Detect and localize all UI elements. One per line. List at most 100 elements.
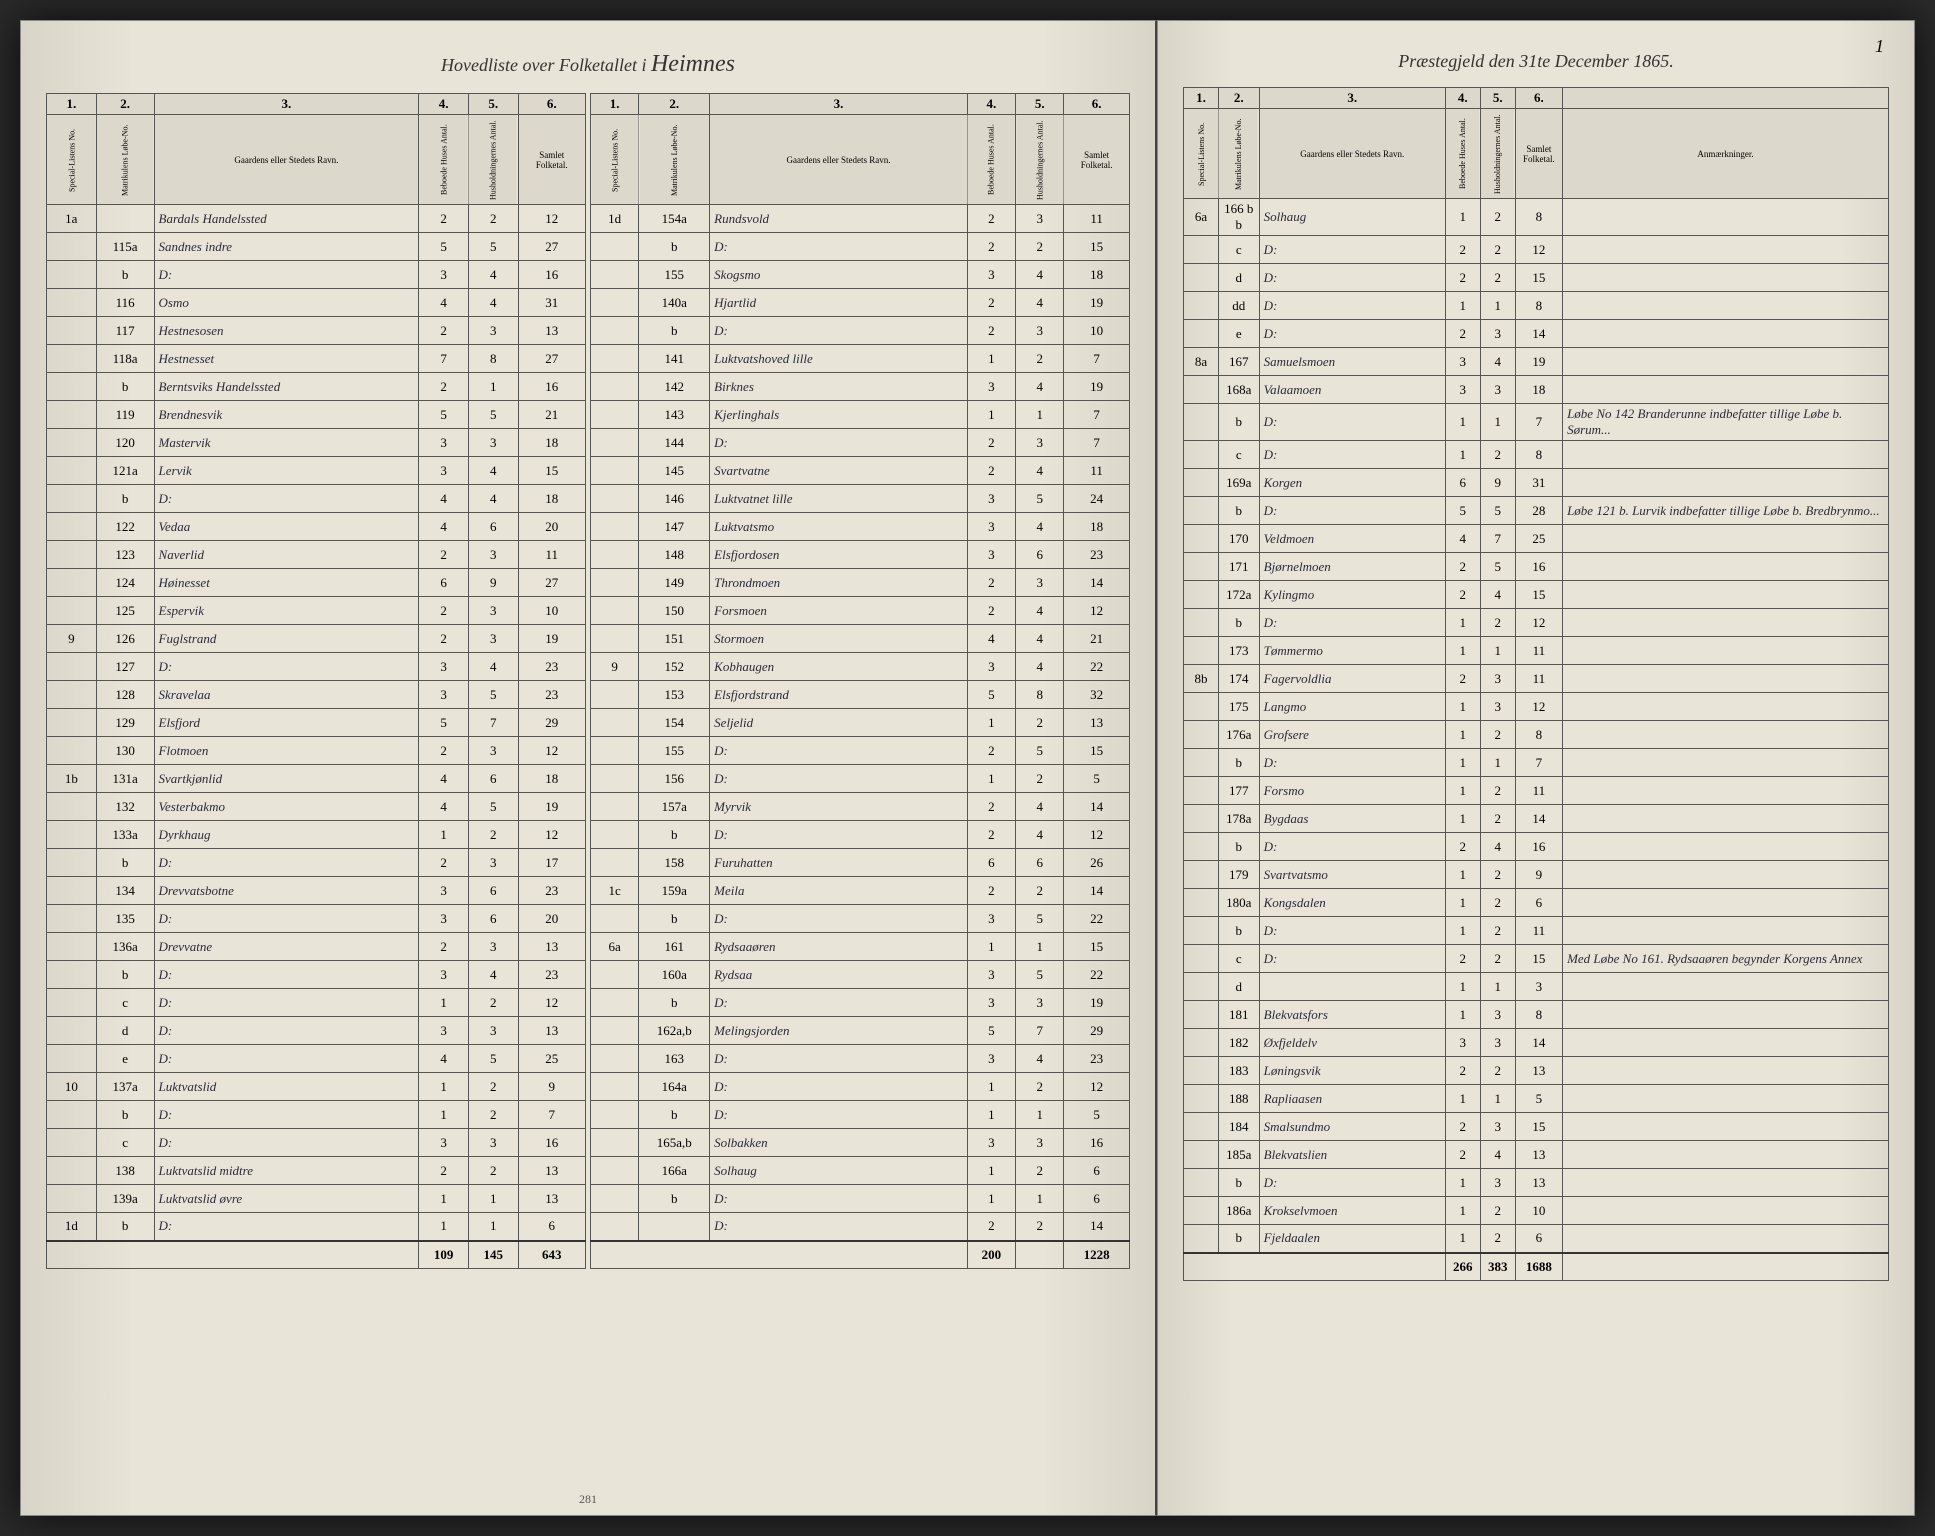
table-row: 9152Kobhaugen3422 [591, 653, 1130, 681]
table-row: 155D:2515 [591, 737, 1130, 765]
totals-row: 200 1228 [591, 1241, 1130, 1269]
table-row: 118aHestnesset7827 [47, 345, 586, 373]
table-row: bD:3416 [47, 261, 586, 289]
table-row: 132Vesterbakmo4519 [47, 793, 586, 821]
census-book: Hovedliste over Folketallet i Heimnes 1.… [20, 20, 1915, 1516]
table-row: 123Naverlid2311 [47, 541, 586, 569]
table-row: 146Luktvatnet lille3524 [591, 485, 1130, 513]
table-row: bD:3319 [591, 989, 1130, 1017]
table-row: bD:2215 [591, 233, 1130, 261]
table-row: 125Espervik2310 [47, 597, 586, 625]
table-row: cD:2212 [1184, 236, 1889, 264]
table-row: ddD:118 [1184, 292, 1889, 320]
total-c4: 109 [419, 1241, 469, 1269]
col-6-num: 6. [518, 94, 585, 115]
header-suffix: Præstegjeld den 31te December 1865. [1398, 51, 1673, 71]
table-row: 176aGrofsere128 [1184, 721, 1889, 749]
table-row: bD:2317 [47, 849, 586, 877]
table-row: 169aKorgen6931 [1184, 469, 1889, 497]
table-row: bD:4418 [47, 485, 586, 513]
col-3-label: Gaardens eller Stedets Ravn. [154, 115, 419, 205]
table-row: bD:116 [591, 1185, 1130, 1213]
table-row: bD:117Løbe No 142 Branderunne indbefatte… [1184, 404, 1889, 441]
table-row: 170Veldmoen4725 [1184, 525, 1889, 553]
table-row: 175Langmo1312 [1184, 693, 1889, 721]
table-row: 140aHjartlid2419 [591, 289, 1130, 317]
totals-row: 266 383 1688 [1184, 1253, 1889, 1281]
table-row: 6a161Rydsaaøren1115 [591, 933, 1130, 961]
table-row: bD:117 [1184, 749, 1889, 777]
col-2-label: Matrikulens Løbe-No. [96, 115, 154, 205]
table-row: bD:5528Løbe 121 b. Lurvik indbefatter ti… [1184, 497, 1889, 525]
table-row: 1b131aSvartkjønlid4618 [47, 765, 586, 793]
table-row: 130Flotmoen2312 [47, 737, 586, 765]
table-row: 162a,bMelingsjorden5729 [591, 1017, 1130, 1045]
col-5-label: Husholdningernes Antal. [468, 115, 518, 205]
table-row: D:2214 [591, 1213, 1130, 1241]
page-header-right: Præstegjeld den 31te December 1865. [1183, 51, 1889, 72]
table-row: d113 [1184, 973, 1889, 1001]
archive-page-num: 281 [579, 1492, 597, 1507]
table-row: bBerntsviks Handelssted2116 [47, 373, 586, 401]
census-table-left-1: 1. 2. 3. 4. 5. 6. Special-Listens No. Ma… [46, 93, 586, 1269]
table-row: 127D:3423 [47, 653, 586, 681]
table-row: 135D:3620 [47, 905, 586, 933]
table-row: 180aKongsdalen126 [1184, 889, 1889, 917]
table-row: 181Blekvatsfors138 [1184, 1001, 1889, 1029]
table-row: 164aD:1212 [591, 1073, 1130, 1101]
table-row: 166aSolhaug126 [591, 1157, 1130, 1185]
col-6-label: Samlet Folketal. [518, 115, 585, 205]
table-row: 178aBygdaas1214 [1184, 805, 1889, 833]
totals-row: 109 145 643 [47, 1241, 586, 1269]
table-row: bD:2416 [1184, 833, 1889, 861]
table-row: bD:127 [47, 1101, 586, 1129]
table-row: 163D:3423 [591, 1045, 1130, 1073]
table-row: 124Høinesset6927 [47, 569, 586, 597]
table-row: 1aBardals Handelssted2212 [47, 205, 586, 233]
table-row: 186aKrokselvmoen1210 [1184, 1197, 1889, 1225]
table-row: 165a,bSolbakken3316 [591, 1129, 1130, 1157]
table-row: 151Stormoen4421 [591, 625, 1130, 653]
census-table-right: 1. 2. 3. 4. 5. 6. Special-Listens No. Ma… [1183, 87, 1889, 1281]
col-5-num: 5. [468, 94, 518, 115]
col-2-num: 2. [96, 94, 154, 115]
table-row: 188Rapliaasen115 [1184, 1085, 1889, 1113]
table-row: 184Smalsundmo2315 [1184, 1113, 1889, 1141]
parish-name: Heimnes [651, 51, 735, 77]
table-row: 136aDrevvatne2313 [47, 933, 586, 961]
table-row: 8a167Samuelsmoen3419 [1184, 348, 1889, 376]
table-row: 157aMyrvik2414 [591, 793, 1130, 821]
table-row: 119Brendnesvik5521 [47, 401, 586, 429]
table-row: 1c159aMeila2214 [591, 877, 1130, 905]
table-row: bD:1211 [1184, 917, 1889, 945]
table-row: 185aBlekvatslien2413 [1184, 1141, 1889, 1169]
table-row: 145Svartvatne2411 [591, 457, 1130, 485]
table-row: 148Elsfjordosen3623 [591, 541, 1130, 569]
left-page: Hovedliste over Folketallet i Heimnes 1.… [20, 20, 1157, 1516]
table-row: 150Forsmoen2412 [591, 597, 1130, 625]
table-row: bD:3522 [591, 905, 1130, 933]
table-row: bD:115 [591, 1101, 1130, 1129]
table-row: 116Osmo4431 [47, 289, 586, 317]
col-4-num: 4. [419, 94, 469, 115]
table-row: eD:2314 [1184, 320, 1889, 348]
census-table-left-2: 1. 2. 3. 4. 5. 6. Special-Listens No. Ma… [590, 93, 1130, 1269]
right-page: 1 Præstegjeld den 31te December 1865. 1.… [1157, 20, 1915, 1516]
table-row: 173Tømmermo1111 [1184, 637, 1889, 665]
table-row: bD:3423 [47, 961, 586, 989]
table-row: 154Seljelid1213 [591, 709, 1130, 737]
table-row: 117Hestnesosen2313 [47, 317, 586, 345]
table-row: 177Forsmo1211 [1184, 777, 1889, 805]
table-row: 155Skogsmo3418 [591, 261, 1130, 289]
table-row: 121aLervik3415 [47, 457, 586, 485]
col-remarks-label: Anmærkninger. [1563, 109, 1889, 199]
table-row: 156D:125 [591, 765, 1130, 793]
table-row: 6a166 b bSolhaug128 [1184, 199, 1889, 236]
page-number: 1 [1875, 36, 1884, 57]
table-row: bD:2310 [591, 317, 1130, 345]
total-c6: 643 [518, 1241, 585, 1269]
table-row: eD:4525 [47, 1045, 586, 1073]
table-row: bD:2412 [591, 821, 1130, 849]
table-row: 9126Fuglstrand2319 [47, 625, 586, 653]
total-c5: 145 [468, 1241, 518, 1269]
